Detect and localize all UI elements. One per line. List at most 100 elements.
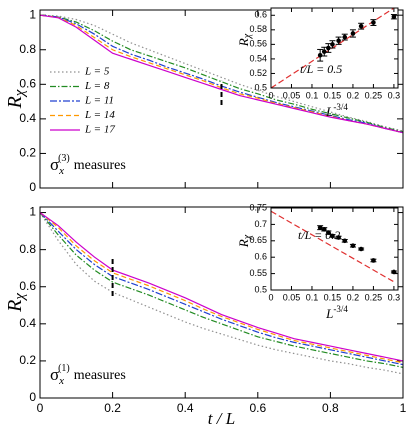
y-tick-label: 0.6 [254,252,267,262]
y-tick-label: 0.6 [19,279,36,293]
data-point [336,38,341,44]
x-tick-label: 0 [37,401,44,415]
y-tick-label: 0.6 [19,76,36,90]
data-point [342,34,348,40]
series-line [39,212,404,366]
data-point [330,233,335,239]
y-tick-label: 0.55 [249,268,267,278]
x-tick-label: 0.25 [365,90,383,100]
y-axis-label-base: R [4,300,26,313]
y-axis-label-base: R [236,38,251,47]
series-line [39,14,404,132]
y-axis-label: Rχ [236,33,253,47]
series-line [39,14,404,134]
series-line [39,212,404,364]
data-point [358,246,364,252]
y-tick-label: 0.2 [19,353,36,367]
y-tick-label: 1 [29,205,36,219]
y-tick-label: 0.2 [19,146,36,160]
x-tick-label: 0.2 [347,292,360,302]
x-tick-label: 0 [268,90,273,100]
x-tick-label: 0.25 [365,292,383,302]
x-tick-label: 0.2 [347,90,360,100]
y-axis-label: Rχ [236,234,253,248]
data-point [336,235,341,240]
annotation-sub: x [58,165,64,177]
y-tick-label: 0.56 [249,39,267,49]
annotation-sub: x [58,375,64,387]
legend-label: L = 5 [84,66,110,78]
x-tick-label: 0.2 [104,401,121,415]
x-axis-label-sup: -3/4 [333,304,348,314]
x-tick-label: 0.3 [388,292,401,302]
plot-frame [39,9,404,189]
annotation-symbol: σ [50,365,59,384]
x-tick-label: 0.8 [322,401,339,415]
x-tick-label: 0.05 [283,292,301,302]
y-tick-label: 1 [29,7,36,21]
x-tick-label: 1 [400,401,407,415]
y-tick-label: 0.6 [254,10,267,20]
data-point [358,23,364,29]
y-axis-label-base: R [4,96,26,109]
x-tick-label: 0.05 [283,90,301,100]
y-tick-label: 0.5 [254,82,267,92]
y-axis-label-sub: χ [12,293,28,302]
y-tick-label: 0.4 [19,111,36,125]
y-tick-label: 0.8 [19,42,36,56]
y-axis-label-base: R [236,239,251,248]
y-tick-label: 0 [29,390,36,404]
annotation-text: measures [74,368,126,383]
y-tick-label: 0.75 [249,202,267,212]
y-tick-label: 0.52 [249,68,267,78]
x-axis-label: L-3/4 [325,304,348,321]
x-tick-label: 0.15 [324,90,342,100]
x-tick-label: 0.1 [306,292,319,302]
y-tick-label: 0.58 [249,24,267,34]
data-point [326,230,331,235]
data-point [391,269,397,275]
y-tick-label: 0.5 [254,284,267,294]
annotation-text: measures [74,158,126,173]
annotation: t/L = 0.2 [298,228,340,242]
x-tick-label: 0.15 [324,292,342,302]
data-point [317,225,323,230]
x-tick-label: 0 [268,292,273,302]
x-tick-label: 0.4 [177,401,194,415]
data-point [371,20,376,25]
y-axis-label-sub: χ [242,33,253,39]
y-axis-label-sub: χ [242,234,253,240]
plot-frame [270,7,399,89]
plot-frame [39,206,404,399]
annotation-sup: (1) [58,363,70,374]
y-tick-label: 0 [29,180,36,194]
plot-frame [270,207,399,291]
y-tick-label: 0.7 [254,219,267,229]
x-tick-label: 0.3 [388,90,401,100]
data-point [330,42,335,47]
data-point [317,52,323,58]
legend-label: L = 8 [84,80,110,92]
y-axis-label-sub: χ [12,89,28,98]
legend-label: L = 17 [84,124,115,136]
legend-label: L = 14 [84,109,115,121]
inset-background [271,208,398,290]
y-tick-label: 0.4 [19,316,36,330]
y-axis-label: Rχ [4,293,29,313]
annotation: σx(3) measures [50,153,126,176]
series-line [39,212,404,362]
data-point [371,258,376,263]
x-axis-label-base: L [325,104,333,119]
fit-line [270,210,395,283]
annotation-symbol: σ [50,155,59,174]
y-axis-label: Rχ [4,89,29,109]
x-tick-label: 0.1 [306,90,319,100]
x-tick-label: 0.6 [249,401,266,415]
x-axis-label: L-3/4 [325,102,348,119]
x-axis-label-base: L [325,306,333,321]
x-axis-label: t / L [208,409,235,425]
legend-label: L = 11 [84,95,114,107]
data-point [391,14,397,20]
y-tick-label: 0.65 [249,235,267,245]
